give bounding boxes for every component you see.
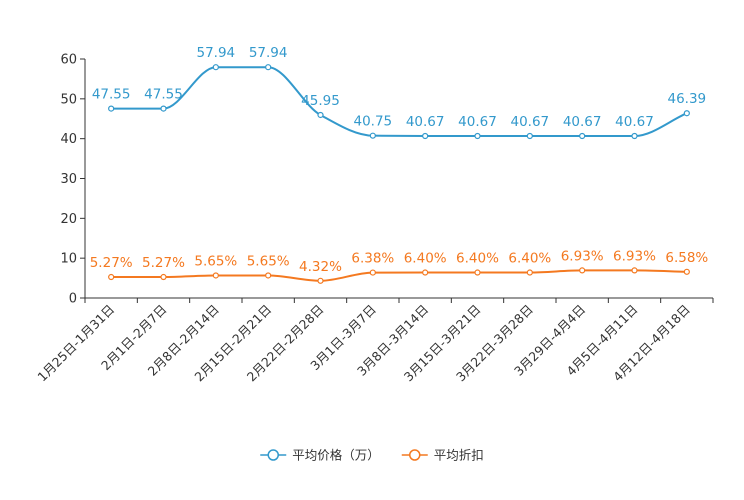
legend[interactable]: 平均价格（万） 平均折扣 (260, 448, 484, 463)
data-label: 6.40% (456, 251, 499, 267)
y-tick-label: 20 (60, 212, 77, 227)
legend-item-2[interactable]: 平均折扣 (401, 448, 484, 463)
data-point[interactable] (212, 64, 219, 71)
data-label: 5.27% (90, 255, 133, 271)
data-label: 6.40% (508, 251, 551, 267)
x-tick-label: 1月25日-1月31日 (34, 302, 117, 385)
axes: 01020304050601月25日-1月31日2月1日-2月7日2月8日-2月… (34, 53, 714, 385)
y-tick-label: 10 (60, 252, 77, 267)
data-label: 46.39 (668, 91, 707, 107)
data-label: 6.40% (404, 251, 447, 267)
data-label: 5.65% (247, 253, 290, 269)
data-label: 45.95 (301, 93, 340, 109)
y-tick-label: 0 (69, 292, 77, 307)
data-point[interactable] (369, 132, 376, 139)
legend-label: 平均价格（万） (292, 448, 380, 463)
data-point[interactable] (579, 267, 586, 274)
data-point[interactable] (317, 111, 324, 119)
data-point[interactable] (631, 267, 638, 274)
data-point[interactable] (160, 105, 167, 112)
data-point[interactable] (683, 268, 690, 275)
data-label: 6.38% (351, 251, 394, 267)
data-point[interactable] (474, 269, 481, 276)
legend-marker-icon (267, 449, 279, 461)
data-point[interactable] (317, 277, 324, 284)
series-1: 47.55 47.55 57.94 57.94 45.95 40.75 40.67 40.67… (92, 45, 707, 140)
data-point[interactable] (474, 132, 481, 140)
data-label: 6.93% (561, 248, 604, 264)
data-point[interactable] (526, 132, 533, 140)
data-point[interactable] (108, 105, 115, 112)
data-label: 47.55 (92, 87, 131, 103)
data-label: 4.32% (299, 259, 342, 275)
series-line (111, 269, 687, 282)
data-label: 47.55 (144, 87, 183, 103)
legend-label: 平均折扣 (434, 448, 484, 463)
legend-item-1[interactable]: 平均价格（万） (260, 448, 380, 463)
y-tick-label: 40 (60, 132, 77, 147)
data-label: 6.93% (613, 248, 656, 264)
data-label: 40.67 (458, 114, 497, 130)
data-label: 6.58% (665, 250, 708, 266)
series-layer: 47.55 47.55 57.94 57.94 45.95 40.75 40.67 40.67… (90, 45, 708, 284)
data-point[interactable] (526, 269, 533, 276)
data-point[interactable] (212, 272, 219, 279)
data-point[interactable] (683, 110, 690, 117)
data-label: 40.75 (354, 114, 393, 130)
data-label: 40.67 (406, 114, 445, 130)
data-point[interactable] (631, 132, 638, 140)
data-point[interactable] (265, 272, 272, 279)
y-tick-label: 50 (60, 92, 77, 107)
data-point[interactable] (422, 132, 429, 140)
legend-marker-icon (409, 449, 421, 461)
data-point[interactable] (369, 269, 376, 276)
data-label: 5.27% (142, 255, 185, 271)
data-point[interactable] (108, 273, 115, 281)
data-point[interactable] (160, 273, 167, 281)
data-point[interactable] (579, 132, 586, 140)
data-label: 57.94 (197, 45, 236, 61)
data-label: 40.67 (511, 114, 550, 130)
data-label: 40.67 (615, 114, 654, 130)
series-2: 5.27% 5.27% 5.65% 5.65% 4.32% 6.38% 6.40% 6.40%… (90, 248, 708, 284)
y-tick-label: 60 (60, 53, 77, 68)
data-label: 5.65% (194, 253, 237, 269)
data-label: 57.94 (249, 45, 288, 61)
data-label: 40.67 (563, 114, 602, 130)
data-point[interactable] (422, 269, 429, 276)
y-tick-label: 30 (60, 172, 77, 187)
data-point[interactable] (265, 64, 272, 71)
